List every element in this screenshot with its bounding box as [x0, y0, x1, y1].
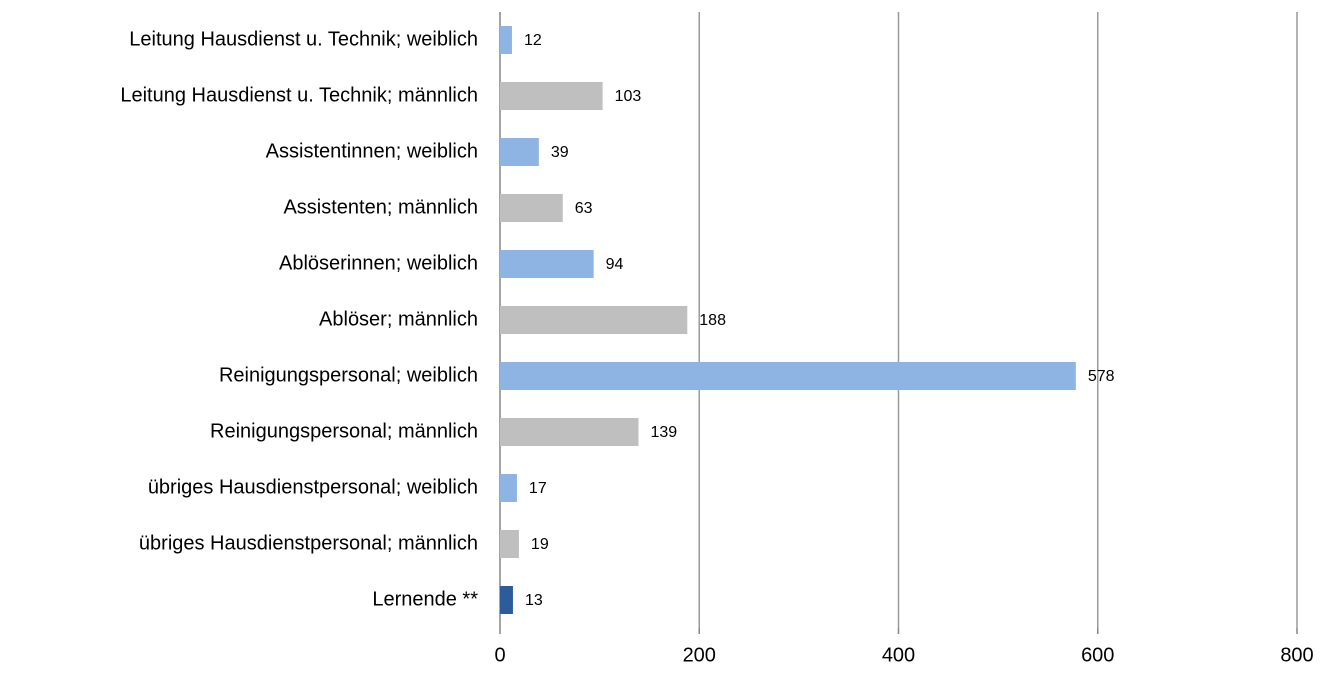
value-label: 12 [524, 32, 542, 49]
y-tick-label: übriges Hausdienstpersonal; männlich [139, 532, 478, 554]
value-label: 139 [650, 424, 677, 441]
x-tick-label: 600 [1081, 644, 1114, 666]
x-tick-label: 200 [683, 644, 716, 666]
y-tick-label: Reinigungspersonal; weiblich [219, 364, 478, 386]
value-label: 578 [1088, 368, 1115, 385]
bar [500, 26, 512, 54]
y-tick-label: Leitung Hausdienst u. Technik; männlich [120, 84, 478, 106]
y-tick-label: Assistenten; männlich [283, 196, 478, 218]
value-label: 63 [575, 200, 593, 217]
bar [500, 362, 1076, 390]
bar [500, 306, 688, 334]
x-tick-label: 0 [494, 644, 505, 666]
value-label: 19 [531, 536, 549, 553]
y-tick-label: Ablöser; männlich [319, 308, 478, 330]
y-tick-label: übriges Hausdienstpersonal; weiblich [148, 476, 478, 498]
y-tick-label: Lernende ** [372, 588, 478, 610]
value-label: 13 [525, 592, 543, 609]
x-tick-label: 400 [882, 644, 915, 666]
bar [500, 474, 517, 502]
value-label: 188 [699, 312, 726, 329]
value-label: 94 [606, 256, 624, 273]
bar [500, 82, 603, 110]
y-tick-label: Leitung Hausdienst u. Technik; weiblich [129, 28, 478, 50]
y-tick-label: Reinigungspersonal; männlich [210, 420, 478, 442]
value-label: 17 [529, 480, 547, 497]
bar [500, 530, 519, 558]
value-label: 39 [551, 144, 569, 161]
bar [500, 138, 539, 166]
bar [500, 250, 594, 278]
bar [500, 194, 563, 222]
value-label: 103 [615, 88, 642, 105]
y-tick-label: Ablöserinnen; weiblich [279, 252, 478, 274]
x-tick-label: 800 [1280, 644, 1313, 666]
y-tick-label: Assistentinnen; weiblich [266, 140, 478, 162]
bar [500, 418, 639, 446]
bar [500, 586, 513, 614]
